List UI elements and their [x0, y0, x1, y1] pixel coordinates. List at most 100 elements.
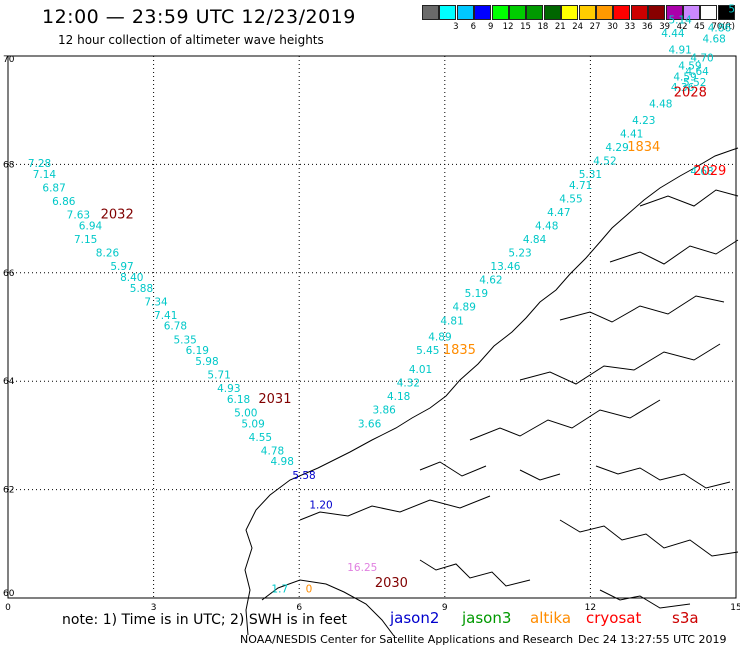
swh-value-label: 4.01 — [409, 364, 432, 376]
swh-value-label: 16.25 — [347, 562, 377, 574]
swh-value-label: 4.84 — [523, 234, 547, 246]
swh-value-label: 4.89 — [453, 302, 476, 314]
swh-value-label: 5.97 — [110, 261, 133, 273]
pass-time-label: 2028 — [674, 86, 707, 101]
legend-swatch — [543, 5, 561, 20]
swh-value-label: 4.81 — [440, 315, 463, 327]
swh-value-label: 4.55 — [559, 193, 582, 205]
map-title: 12:00 — 23:59 UTC 12/23/2019 — [42, 6, 356, 28]
swh-value-label: 7.14 — [33, 169, 57, 181]
pass-time-label: 2031 — [258, 392, 291, 407]
legend-label: 30 — [607, 22, 618, 32]
swh-value-label: 6.94 — [79, 220, 103, 232]
swh-value-label: 4.18 — [387, 391, 410, 403]
swh-value-label: 4.48 — [535, 220, 558, 232]
swh-value-label: 1.7 — [271, 584, 288, 596]
x-tick-label: 12 — [585, 603, 596, 613]
legend-label: 18 — [537, 22, 549, 32]
legend-swatch — [561, 5, 579, 20]
swh-value-label: 5.14 — [668, 14, 692, 26]
legend-label: 36 — [641, 22, 653, 32]
swh-value-label: 4.98 — [271, 456, 294, 468]
legend-label: 42 — [676, 22, 688, 32]
swh-value-label: 1.20 — [309, 500, 332, 512]
swh-value-label: 4.62 — [479, 275, 502, 287]
satellite-name-jason2: jason2 — [390, 609, 440, 627]
legend-label: 70 — [711, 22, 723, 32]
legend-swatch — [509, 5, 526, 20]
legend-swatch — [578, 5, 596, 20]
swh-value-label: 4.32 — [397, 378, 420, 390]
swh-value-label: 4.78 — [261, 445, 284, 457]
swh-value-label: 4.47 — [547, 207, 570, 219]
swh-value-label: 5.71 — [207, 369, 230, 381]
legend-swatch — [526, 5, 544, 20]
swh-value-label: 5.45 — [416, 345, 439, 357]
swh-value-label: 6.87 — [42, 183, 65, 195]
x-tick-label: 3 — [151, 603, 157, 613]
legend-label: 27 — [589, 22, 601, 32]
swh-value-label: 4.48 — [649, 98, 672, 110]
swh-value-label: 7.34 — [144, 296, 168, 308]
legend-swatch — [491, 5, 509, 20]
swh-value-label: 4.70 — [690, 52, 713, 64]
legend-swatch — [683, 5, 700, 20]
satellite-name-cryosat: cryosat — [586, 609, 642, 627]
swh-value-label: 6.86 — [52, 196, 76, 208]
legend-label: 45 — [694, 22, 705, 32]
axis-tick-labels: 0 3 6 9 12 15 60 62 64 66 68 70 — [3, 55, 740, 613]
swh-value-label: 4.59 — [678, 61, 701, 73]
swh-value-label: 4.91 — [668, 44, 691, 56]
legend-swatch — [474, 5, 492, 20]
swh-value-label: 7.28 — [28, 158, 51, 170]
swh-value-label: 13.46 — [490, 261, 520, 273]
x-tick-label: 0 — [5, 603, 11, 613]
pass-time-label: 2032 — [101, 208, 134, 223]
legend-swatch — [717, 5, 735, 20]
credit-text: NOAA/NESDIS Center for Satellite Applica… — [240, 633, 574, 646]
x-tick-label: 6 — [296, 603, 302, 613]
swh-value-label: 4.86 — [708, 23, 732, 35]
legend-swatch — [700, 5, 718, 20]
swh-value-label: 7.63 — [67, 210, 90, 222]
swh-value-label: 4.36 — [671, 82, 695, 94]
swh-value-label: 4.44 — [661, 28, 685, 40]
swh-value-label: 4.93 — [217, 383, 240, 395]
satellite-name-s3a: s3a — [672, 609, 699, 627]
swh-value-label: 6.18 — [227, 394, 250, 406]
swh-value-label: 4.64 — [685, 66, 709, 78]
y-tick-label: 64 — [3, 377, 15, 387]
legend-label: 3 — [453, 22, 459, 32]
swh-value-label: 5.58 — [292, 470, 315, 482]
swh-value-label: 5.09 — [241, 418, 264, 430]
swh-value-label: 6.78 — [164, 321, 187, 333]
legend-swatch — [422, 5, 439, 20]
pass-time-label: 2029 — [693, 164, 726, 179]
swh-value-label: 8.26 — [96, 248, 120, 260]
swh-value-label: 5.98 — [195, 356, 218, 368]
map-frame — [7, 55, 737, 599]
legend-swatch — [596, 5, 613, 20]
swh-value-label: 3.66 — [358, 418, 382, 430]
swh-value-label: 5.23 — [508, 248, 531, 260]
timestamp-text: Dec 24 13:27:55 UTC 2019 — [578, 633, 727, 646]
swh-value-label: 5.31 — [579, 169, 602, 181]
legend-label: 9 — [487, 22, 494, 32]
legend-swatch — [630, 5, 648, 20]
swh-value-label: 4.71 — [569, 180, 592, 192]
swh-value-label: 5 — [728, 4, 735, 16]
coastline — [244, 147, 739, 637]
swh-value-label: 4.55 — [249, 432, 272, 444]
swh-value-label: 4.41 — [620, 128, 643, 140]
swh-value-label: 5.88 — [130, 283, 153, 295]
swh-value-label: 6.19 — [186, 345, 209, 357]
swh-value-label: 5.00 — [234, 407, 257, 419]
satellite-name-altika: altika — [530, 609, 572, 627]
swh-value-label: 8.40 — [120, 272, 143, 284]
pass-time-label: 1834 — [627, 140, 660, 155]
y-tick-label: 66 — [3, 269, 15, 279]
swh-value-label: 4.68 — [690, 166, 713, 178]
swh-value-label: 4.68 — [702, 33, 725, 45]
legend-label: 12 — [502, 22, 514, 32]
